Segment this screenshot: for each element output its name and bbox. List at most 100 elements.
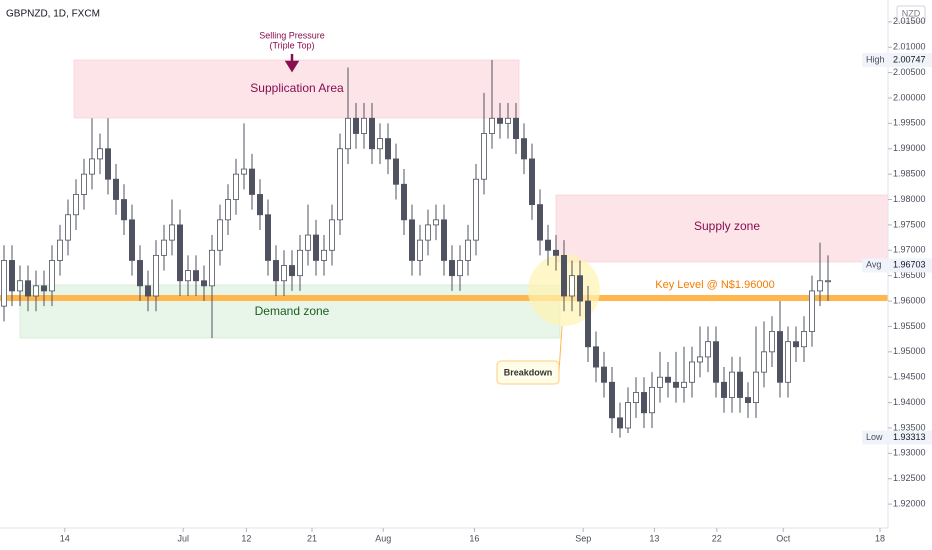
- marker-box: [862, 258, 932, 273]
- candle-body: [344, 117, 351, 150]
- x-tick-label: 13: [649, 533, 659, 543]
- candle-body: [408, 219, 415, 261]
- candle-body: [280, 265, 287, 282]
- y-tick-label: 2.00000: [893, 92, 926, 102]
- candle-body: [440, 219, 447, 261]
- candle-body: [320, 249, 327, 261]
- candle-body: [184, 270, 191, 282]
- candle-body: [529, 158, 536, 206]
- candle-body: [785, 341, 792, 383]
- candle-body: [384, 138, 391, 160]
- x-tick-label: 22: [712, 533, 722, 543]
- y-tick-label: 1.99000: [893, 143, 926, 153]
- x-tick-label: Jul: [177, 533, 189, 543]
- candle-body: [113, 178, 120, 200]
- y-tick-label: 1.93500: [893, 422, 926, 432]
- candle-body: [817, 280, 824, 292]
- candle-body: [24, 280, 31, 297]
- y-tick-label: 2.00500: [893, 67, 926, 77]
- marker-label: Low: [866, 432, 883, 442]
- x-tick-label: Oct: [776, 533, 791, 543]
- candle-body: [521, 138, 528, 160]
- candle-body: [825, 280, 832, 283]
- candle-body: [609, 381, 616, 419]
- marker-value: 2.00747: [893, 54, 926, 64]
- candle-body: [697, 356, 704, 363]
- candle-body: [705, 341, 712, 358]
- marker-label: Avg: [866, 260, 881, 270]
- candle-body: [288, 265, 295, 277]
- currency-box: [896, 5, 926, 23]
- candle-body: [729, 371, 736, 398]
- x-tick-label: 18: [875, 533, 885, 543]
- candle-body: [681, 381, 688, 388]
- y-tick-label: 1.92000: [893, 499, 926, 509]
- candle-body: [721, 381, 728, 398]
- y-tick-label: 1.92500: [893, 473, 926, 483]
- candle-body: [769, 331, 776, 353]
- candle-body: [649, 386, 656, 414]
- candle-body: [416, 239, 423, 261]
- candle-body: [553, 249, 560, 256]
- candle-body: [144, 285, 151, 297]
- y-tick-label: 1.96000: [893, 295, 926, 305]
- candle-body: [8, 260, 15, 292]
- y-tick-label: 1.93000: [893, 448, 926, 458]
- candle-body: [81, 173, 88, 195]
- candle-body: [689, 361, 696, 383]
- x-tick-label: Aug: [375, 533, 391, 543]
- candle-body: [400, 183, 407, 221]
- candle-body: [545, 239, 552, 251]
- candle-body: [625, 402, 632, 429]
- y-tick-label: 1.97500: [893, 219, 926, 229]
- candle-body: [673, 381, 680, 388]
- candle-body: [456, 260, 463, 277]
- candle-body: [480, 133, 487, 180]
- candle-body: [304, 234, 311, 251]
- candle-body: [296, 249, 303, 277]
- candle-body: [16, 280, 23, 292]
- supply-zone: [555, 194, 889, 263]
- marker-box: [862, 53, 932, 68]
- candle-body: [240, 168, 247, 175]
- candle-body: [577, 275, 584, 302]
- candle-body: [761, 351, 768, 373]
- candle-body: [256, 194, 263, 216]
- candle-body: [633, 392, 640, 404]
- candle-body: [272, 260, 279, 282]
- y-tick-label: 2.01500: [893, 16, 926, 26]
- x-tick-label: 16: [469, 533, 479, 543]
- x-tick-label: 12: [241, 533, 251, 543]
- candle-body: [376, 138, 383, 150]
- annotation: Selling Pressure: [259, 30, 325, 40]
- candle-body: [496, 117, 503, 124]
- candle-body: [352, 117, 359, 134]
- candle-body: [248, 168, 255, 195]
- candle-body: [392, 158, 399, 185]
- demand-zone: [19, 284, 561, 339]
- candles: [0, 59, 832, 438]
- candle-body: [809, 290, 816, 332]
- candle-body: [504, 117, 511, 124]
- candle-body: [737, 371, 744, 398]
- candle-body: [136, 260, 143, 287]
- candle-body: [593, 346, 600, 368]
- connector: [558, 325, 563, 373]
- candle-body: [168, 224, 175, 241]
- y-tick-label: 1.94500: [893, 372, 926, 382]
- y-tick-label: 1.95500: [893, 321, 926, 331]
- candle-body: [73, 194, 80, 216]
- candle-body: [448, 260, 455, 277]
- annotation: Key Level @ N$1.96000: [655, 279, 774, 291]
- callout: [496, 360, 560, 385]
- candle-body: [432, 219, 439, 226]
- marker-value: 1.96703: [893, 260, 926, 270]
- candle-body: [328, 219, 335, 251]
- candle-body: [0, 260, 7, 307]
- candle-body: [753, 371, 760, 403]
- candle-body: [561, 254, 568, 297]
- x-tick-label: 21: [307, 533, 317, 543]
- candle-body: [97, 148, 104, 160]
- marker-value: 1.93313: [893, 432, 926, 442]
- candle-body: [641, 392, 648, 414]
